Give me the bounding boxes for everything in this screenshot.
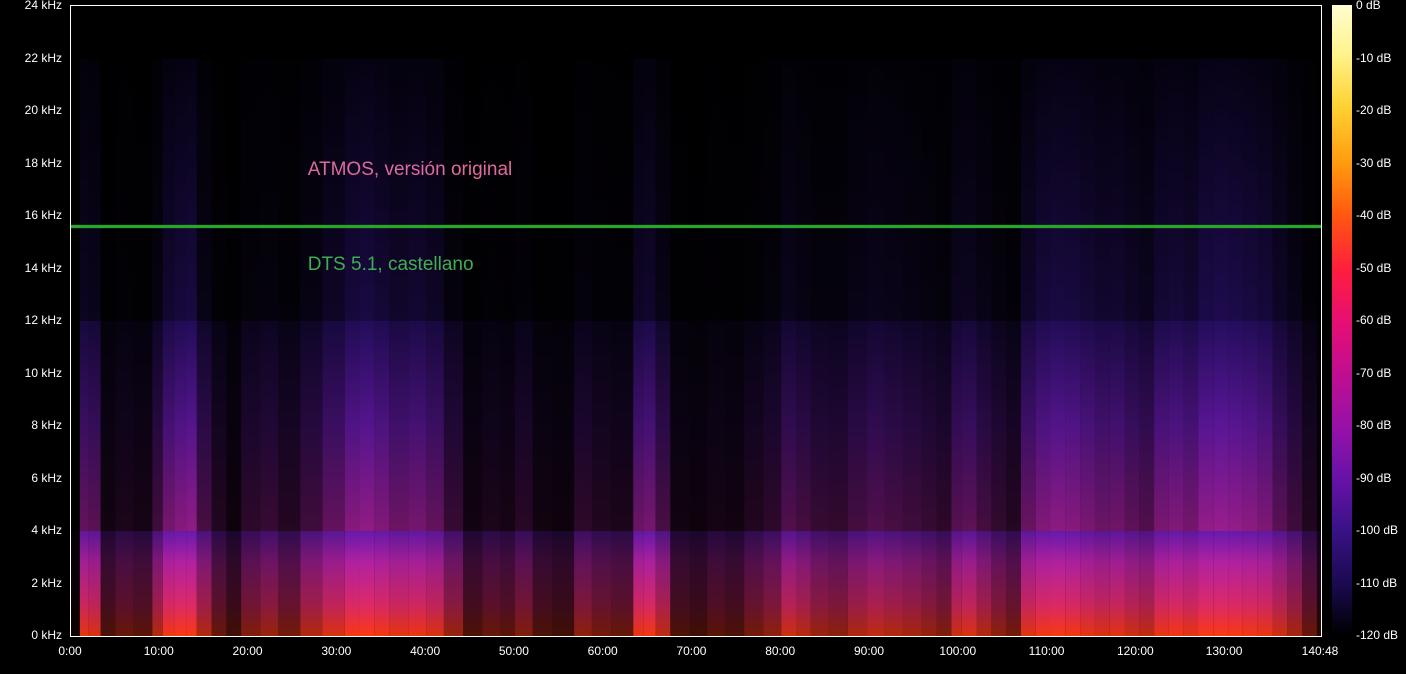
x-tick-label: 140:48 xyxy=(1302,644,1339,658)
y-tick-label: 22 kHz xyxy=(25,51,62,65)
colorbar-tick-label: -110 dB xyxy=(1356,576,1397,590)
colorbar-tick-label: -30 dB xyxy=(1356,156,1391,170)
y-tick-label: 18 kHz xyxy=(25,156,62,170)
x-tick-label: 80:00 xyxy=(765,644,795,658)
x-axis: 0:0010:0020:0030:0040:0050:0060:0070:008… xyxy=(70,640,1320,660)
y-tick-label: 12 kHz xyxy=(25,313,62,327)
x-tick-label: 50:00 xyxy=(499,644,529,658)
x-tick-label: 20:00 xyxy=(233,644,263,658)
x-tick-label: 70:00 xyxy=(676,644,706,658)
x-tick-label: 0:00 xyxy=(58,644,81,658)
y-tick-label: 6 kHz xyxy=(31,471,62,485)
colorbar-tick-label: -120 dB xyxy=(1356,628,1398,642)
x-tick-label: 130:00 xyxy=(1206,644,1243,658)
colorbar-tick-label: -50 dB xyxy=(1356,261,1391,275)
reference-line xyxy=(71,225,1321,228)
colorbar-labels: 0 dB-10 dB-20 dB-30 dB-40 dB-50 dB-60 dB… xyxy=(1356,5,1406,635)
y-tick-label: 8 kHz xyxy=(31,418,62,432)
spectrogram-canvas xyxy=(71,6,1321,636)
y-tick-label: 4 kHz xyxy=(31,523,62,537)
y-tick-label: 2 kHz xyxy=(31,576,62,590)
y-tick-label: 24 kHz xyxy=(25,0,62,12)
colorbar-tick-label: -80 dB xyxy=(1356,418,1391,432)
annotation-dts: DTS 5.1, castellano xyxy=(308,254,474,276)
colorbar-tick-label: -90 dB xyxy=(1356,471,1391,485)
x-tick-label: 90:00 xyxy=(854,644,884,658)
colorbar-tick-label: -20 dB xyxy=(1356,103,1391,117)
colorbar-tick-label: -70 dB xyxy=(1356,366,1391,380)
colorbar-tick-label: 0 dB xyxy=(1356,0,1381,12)
x-tick-label: 30:00 xyxy=(321,644,351,658)
colorbar xyxy=(1332,5,1352,635)
x-tick-label: 120:00 xyxy=(1117,644,1154,658)
x-tick-label: 10:00 xyxy=(144,644,174,658)
colorbar-tick-label: -100 dB xyxy=(1356,523,1398,537)
y-axis: 0 kHz2 kHz4 kHz6 kHz8 kHz10 kHz12 kHz14 … xyxy=(0,5,68,635)
x-tick-label: 60:00 xyxy=(588,644,618,658)
x-tick-label: 40:00 xyxy=(410,644,440,658)
y-tick-label: 16 kHz xyxy=(25,208,62,222)
colorbar-tick-label: -10 dB xyxy=(1356,51,1391,65)
x-tick-label: 100:00 xyxy=(939,644,976,658)
colorbar-tick-label: -40 dB xyxy=(1356,208,1391,222)
colorbar-tick-label: -60 dB xyxy=(1356,313,1391,327)
y-tick-label: 14 kHz xyxy=(25,261,62,275)
y-tick-label: 10 kHz xyxy=(25,366,62,380)
annotation-atmos: ATMOS, versión original xyxy=(308,159,513,181)
x-tick-label: 110:00 xyxy=(1029,644,1065,658)
y-tick-label: 20 kHz xyxy=(25,103,62,117)
spectrogram-container: 0 kHz 2 kHz 4 kHz 6 kHz 8 kHz 10 kHz 12 kHz 14 … xyxy=(0,0,1406,674)
plot-area: ATMOS, versión original DTS 5.1, castell… xyxy=(70,5,1322,637)
y-tick-label: 0 kHz xyxy=(31,628,62,642)
